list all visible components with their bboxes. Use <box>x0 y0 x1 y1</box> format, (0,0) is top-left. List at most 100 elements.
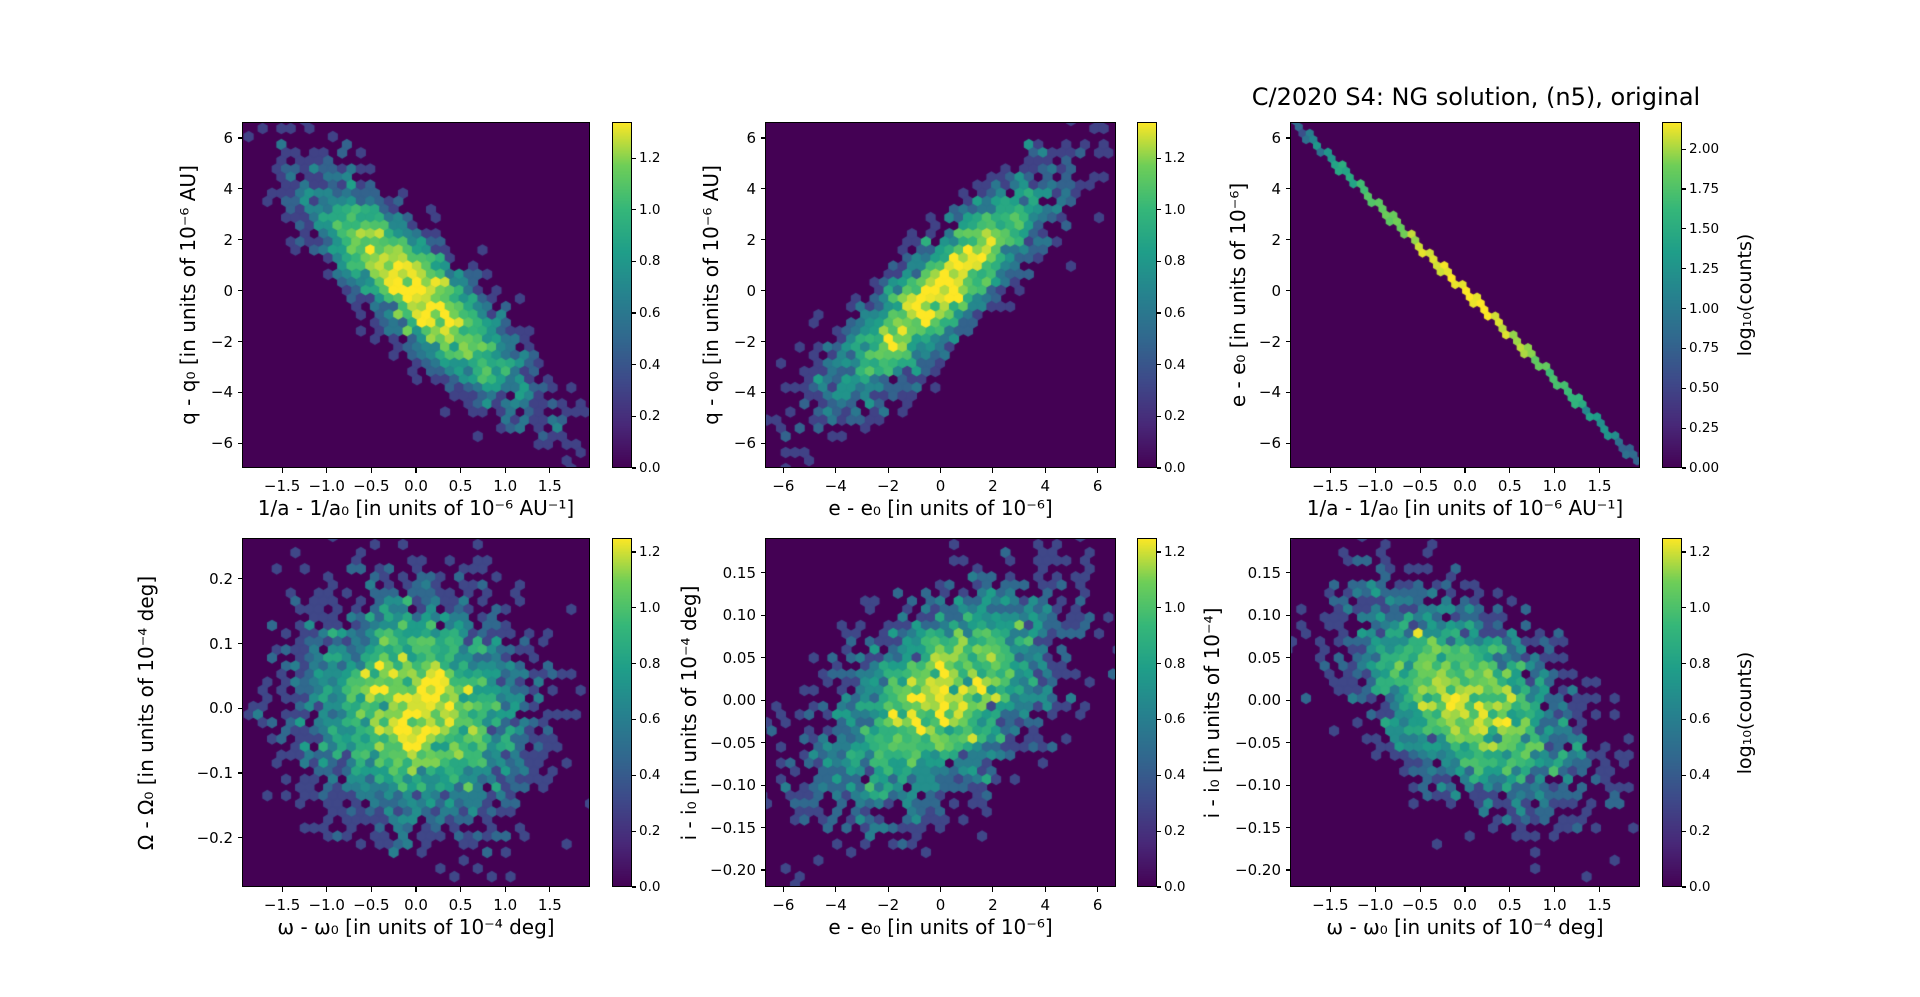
x-tick-mark <box>281 468 283 473</box>
x-tick-label: −4 <box>824 896 847 914</box>
x-tick-mark <box>326 468 328 473</box>
colorbar: 0.0 0.2 0.4 0.6 0.8 1.0 1.2 <box>612 538 660 895</box>
x-tick-label: −0.5 <box>1401 896 1439 914</box>
y-tick-label: 6 <box>1271 129 1281 148</box>
panel-q-vs-e: q - q₀ [in units of 10⁻⁶ AU] e - e₀ [in … <box>699 122 1185 520</box>
y-tick-label: −4 <box>210 383 233 402</box>
colorbar-tick-mark <box>1682 427 1686 429</box>
colorbar-tick-label: 1.0 <box>1164 201 1186 218</box>
colorbar-tick-mark <box>1157 260 1161 263</box>
y-tick-label: −0.2 <box>196 828 233 847</box>
colorbar-tick-label: 0.6 <box>1164 305 1186 322</box>
x-tick-label: −6 <box>772 477 795 495</box>
colorbar-label: log₁₀(counts) <box>1734 233 1756 357</box>
hexbin-plot <box>242 538 590 887</box>
colorbar-tick-label: 1.0 <box>639 599 661 616</box>
y-tick-label: −6 <box>210 434 233 453</box>
x-tick-mark <box>415 468 417 473</box>
colorbar-tick-mark <box>632 157 636 159</box>
colorbar-gradient <box>1662 538 1682 887</box>
colorbar-tick-label: 1.2 <box>1164 543 1186 560</box>
colorbar-tick-mark <box>632 774 636 776</box>
x-tick-label: 1.5 <box>537 477 562 495</box>
x-tick-label: 0 <box>935 477 946 495</box>
y-tick-label: 0.00 <box>722 691 756 710</box>
x-axis-label: ω - ω₀ [in units of 10⁻⁴ deg] <box>1326 915 1604 939</box>
x-tick-mark <box>1097 887 1099 892</box>
colorbar-tick-mark <box>632 663 636 665</box>
x-tick-mark <box>415 887 417 892</box>
colorbar-tick-label: 0.4 <box>639 767 661 784</box>
colorbar-tick-label: 0.25 <box>1689 420 1720 437</box>
colorbar-tick-mark <box>632 209 636 211</box>
x-tick-mark <box>1374 468 1376 473</box>
colorbar-tick-label: 1.75 <box>1689 180 1720 197</box>
colorbar-tick-mark <box>1157 312 1161 314</box>
x-tick-label: −1.0 <box>308 896 345 914</box>
x-tick-label: −0.5 <box>353 896 390 914</box>
colorbar: 0.00 0.25 0.50 0.75 1.00 1.25 1.50 1.75 2.00 log… <box>1662 122 1756 476</box>
x-axis-label: ω - ω₀ [in units of 10⁻⁴ deg] <box>277 915 555 939</box>
x-tick-label: −1.0 <box>1357 477 1394 495</box>
x-axis-label: e - e₀ [in units of 10⁻⁶] <box>828 496 1053 520</box>
colorbar-tick-label: 0.8 <box>639 253 661 270</box>
colorbar-tick-label: 1.0 <box>639 201 661 218</box>
x-tick-mark <box>1419 887 1421 892</box>
y-tick-label: −0.20 <box>1235 861 1281 880</box>
x-tick-mark <box>1509 887 1511 892</box>
colorbar-label: log₁₀(counts) <box>1734 651 1756 774</box>
x-tick-mark <box>887 468 889 473</box>
colorbar-tick-label: 0.2 <box>639 823 661 840</box>
x-tick-label: 0.5 <box>448 896 473 914</box>
hexbin-plot <box>765 122 1116 468</box>
x-tick-label: 2 <box>988 477 998 495</box>
x-tick-mark <box>939 468 942 473</box>
y-tick-label: 4 <box>1271 179 1281 198</box>
y-tick-label: 0.10 <box>722 606 756 625</box>
x-tick-label: 6 <box>1092 896 1103 914</box>
colorbar-tick-mark <box>1682 718 1686 721</box>
colorbar-tick-label: 1.50 <box>1689 220 1720 237</box>
colorbar-tick-label: 0.8 <box>1164 655 1186 672</box>
x-tick-mark <box>1554 468 1556 473</box>
x-axis-label: 1/a - 1/a₀ [in units of 10⁻⁶ AU⁻¹] <box>1306 496 1624 520</box>
colorbar-tick-label: 0.00 <box>1689 460 1720 476</box>
x-tick-mark <box>1464 468 1466 473</box>
x-tick-mark <box>992 887 994 892</box>
colorbar: 0.0 0.2 0.4 0.6 0.8 1.0 1.2 <box>1137 538 1185 895</box>
x-tick-label: −2 <box>877 896 900 914</box>
x-tick-mark <box>1464 887 1466 892</box>
y-tick-label: −0.15 <box>710 818 756 837</box>
y-tick-label: 0.0 <box>209 699 233 718</box>
x-tick-mark <box>1097 468 1099 473</box>
colorbar-tick-mark <box>632 886 636 888</box>
x-axis-label: e - e₀ [in units of 10⁻⁶] <box>828 915 1053 939</box>
x-tick-label: −1.5 <box>263 896 301 914</box>
y-tick-label: −6 <box>1258 434 1281 453</box>
x-tick-mark <box>835 887 837 892</box>
x-tick-mark <box>460 468 462 473</box>
y-tick-label: −0.05 <box>710 733 756 752</box>
colorbar-tick-mark <box>1157 886 1161 888</box>
x-tick-mark <box>549 468 551 473</box>
colorbar-tick-mark <box>1682 663 1686 665</box>
colorbar-tick-mark <box>632 260 636 263</box>
panel-Omega-vs-omega: Ω - Ω₀ [in units of 10⁻⁴ deg] ω - ω₀ [in… <box>134 538 660 939</box>
y-tick-label: 6 <box>223 129 233 148</box>
x-tick-label: −1.0 <box>308 477 345 495</box>
x-tick-label: 1.0 <box>493 896 518 914</box>
x-tick-label: 0.0 <box>1453 896 1477 914</box>
x-tick-label: 1.5 <box>1587 896 1612 914</box>
y-axis-label: i - i₀ [in units of 10⁻⁴ deg] <box>677 585 701 840</box>
x-tick-mark <box>939 887 942 892</box>
x-tick-mark <box>326 887 328 892</box>
x-tick-label: 1.5 <box>1587 477 1612 495</box>
colorbar-tick-mark <box>632 607 636 609</box>
colorbar-tick-label: 1.25 <box>1689 260 1720 277</box>
colorbar-tick-label: 0.6 <box>1689 711 1711 728</box>
y-tick-label: 0 <box>1271 281 1281 300</box>
y-tick-label: 0.1 <box>209 634 233 653</box>
x-tick-mark <box>782 468 784 473</box>
y-tick-label: 0 <box>746 281 756 300</box>
colorbar-tick-mark <box>1682 148 1686 150</box>
